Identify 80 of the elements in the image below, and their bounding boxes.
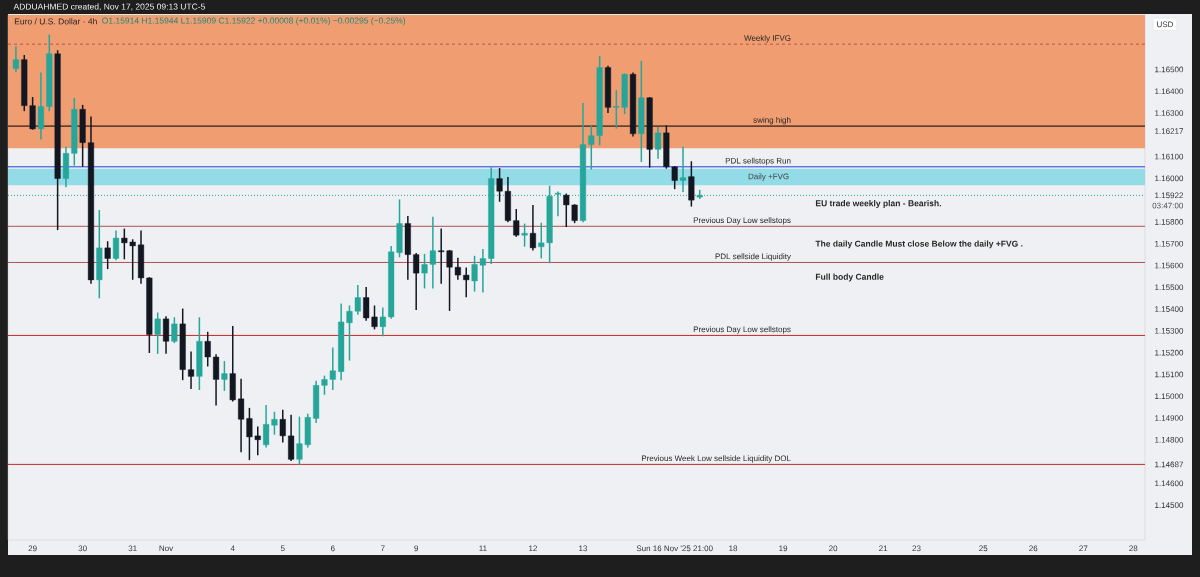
y-tick-label: 1.16100 [1155, 153, 1184, 160]
x-tick-label: 7 [381, 545, 385, 552]
y-tick-label: 1.14600 [1155, 480, 1184, 487]
text: ADDUAHMED created, Nov 17, 2025 09:13 UTC-5 [13, 3, 205, 11]
candlestick [71, 97, 78, 166]
y-tick-label: 1.15600 [1155, 262, 1184, 269]
candlestick [229, 325, 236, 402]
x-tick-label: 21 [879, 545, 888, 552]
x-tick-label: 26 [1029, 545, 1038, 552]
x-tick-label: 19 [779, 545, 788, 552]
y-tick-label: 1.16400 [1155, 88, 1184, 95]
y-tick-label: 1.15100 [1155, 371, 1184, 378]
y-tick-label: 1.14800 [1155, 436, 1184, 443]
x-tick-label: 25 [979, 545, 988, 552]
candlestick [171, 317, 178, 344]
candlestick [513, 208, 520, 237]
x-tick-label: Sun 16 Nov '25 21:00 [636, 545, 713, 552]
x-tick-label: 23 [912, 545, 921, 552]
y-tick-label: 1.14500 [1155, 502, 1184, 508]
candlestick [46, 34, 53, 112]
x-tick-label: 31 [128, 545, 137, 552]
y-tick-label: 1.15200 [1155, 349, 1184, 356]
ref-line-label: Previous Day Low sellstops [693, 326, 791, 334]
annotation: Full body Candle [815, 273, 884, 282]
annotation: EU trade weekly plan - Bearish. [815, 200, 941, 208]
text: 03:47:00 [1152, 202, 1184, 209]
x-tick-label: 20 [829, 545, 838, 552]
ref-line-label: Previous Week Low sellside Liquidity DOL [641, 455, 791, 463]
y-tick-label: 1.15300 [1155, 328, 1184, 334]
candlestick [688, 161, 695, 207]
x-tick-label: 12 [529, 545, 537, 552]
y-tick-label: 1.16500 [1155, 66, 1184, 73]
y-tick-label: 1.16000 [1155, 175, 1184, 182]
candlestick [146, 277, 153, 353]
x-tick-label: 11 [479, 545, 487, 552]
y-tick-label: 1.14900 [1155, 415, 1184, 421]
x-tick-label: 27 [1079, 545, 1088, 552]
chart-subtitle: O1.15914 H1.15944 L1.15909 C1.15922 +0.00008 (+0.01%) −0.00295 (−0.25%) [102, 17, 406, 26]
y-tick-label: 1.15500 [1155, 284, 1184, 291]
y-tick-label: 1.15000 [1155, 393, 1184, 400]
x-tick-label: 13 [579, 545, 588, 552]
x-tick-label: 5 [280, 545, 285, 552]
chart-title: Euro / U.S. Dollar · 4h [14, 18, 97, 25]
x-tick-label: 9 [414, 545, 419, 552]
candlestick [204, 331, 211, 367]
x-tick-label: 29 [28, 545, 37, 552]
y-tick-label: 1.14687 [1155, 461, 1184, 468]
ref-line-label: PDL sellstops Run [725, 157, 791, 166]
y-tick-label: 1.16217 [1155, 128, 1184, 134]
y-tick-label: 1.15400 [1155, 306, 1184, 312]
candlestick [179, 308, 186, 381]
y-tick-label: 1.15922 [1155, 192, 1184, 199]
x-tick-label: 30 [78, 545, 87, 552]
candlestick [646, 97, 653, 168]
y-tick-label: 1.15800 [1155, 219, 1184, 225]
x-tick-label: Nov [159, 545, 174, 552]
y-axis-title: USD [1157, 21, 1174, 28]
candlestick [154, 312, 161, 354]
candlestick [463, 267, 470, 298]
candlestick [54, 50, 61, 231]
ref-line-label: swing high [753, 116, 791, 125]
candlestick [188, 351, 195, 389]
candlestick [521, 223, 528, 247]
band-label: Daily +FVG [748, 173, 789, 181]
candlestick [96, 210, 103, 299]
x-tick-label: 6 [330, 545, 335, 552]
ref-line-label: Weekly IFVG [744, 35, 791, 43]
annotation: The daily Candle Must close Below the daily +FVG . [815, 240, 1023, 249]
x-tick-label: 18 [729, 545, 738, 552]
x-tick-label: 28 [1129, 545, 1138, 552]
candlestick [196, 317, 203, 390]
candlestick [104, 241, 111, 270]
y-tick-label: 1.16300 [1155, 110, 1184, 116]
x-tick-label: 4 [230, 545, 235, 552]
candlestick [638, 60, 645, 162]
candlestick [221, 361, 228, 391]
ref-line-label: PDL sellside Liquidity [715, 253, 791, 261]
y-tick-label: 1.15700 [1155, 240, 1184, 247]
ref-line-label: Previous Day Low sellstops [693, 217, 791, 225]
candlestick [679, 146, 687, 192]
